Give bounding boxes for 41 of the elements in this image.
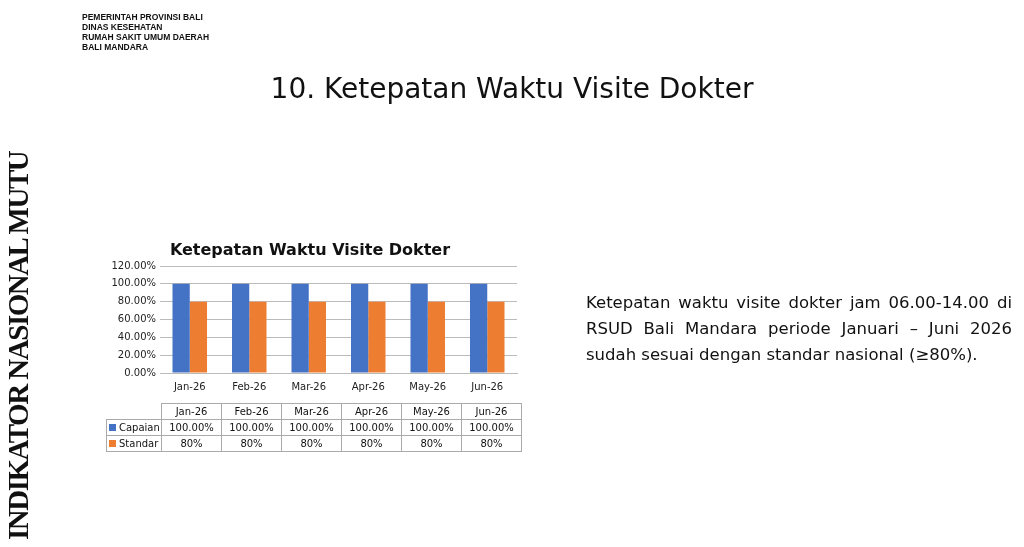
- x-tick-label: Apr-26: [351, 380, 385, 392]
- text: INDIKATOR NASIONAL MUTU: [2, 150, 35, 540]
- x-tick-label: Feb-26: [232, 380, 267, 392]
- data-label: 80%: [161, 435, 222, 452]
- y-tick-label: 0.00%: [124, 366, 156, 378]
- category-label: May-26: [413, 406, 450, 417]
- data-label: 80%: [401, 435, 462, 452]
- data-label: 80%: [341, 435, 402, 452]
- text: BALI MANDARA: [82, 42, 150, 52]
- data-label: 100.00%: [401, 419, 462, 436]
- data-label: 100.00%: [161, 419, 222, 436]
- data-label: 100.00%: [221, 419, 282, 436]
- y-tick-label: 120.00%: [111, 259, 156, 271]
- category-label: Feb-26: [234, 406, 269, 417]
- x-tick-label: Jan-26: [172, 380, 206, 392]
- data-label: 100.00%: [461, 419, 522, 436]
- y-tick-label: 100.00%: [111, 277, 156, 289]
- chart-subtitle: Ketepatan Waktu Visite Dokter: [168, 240, 452, 259]
- data-label: 80%: [461, 435, 522, 452]
- text: DINAS KESEHATAN: [82, 22, 164, 32]
- x-tick-label: Mar-26: [291, 380, 327, 392]
- data-label: 100.00%: [281, 419, 342, 436]
- text: RUMAH SAKIT UMUM DAERAH: [82, 32, 210, 42]
- x-tick-label: May-26: [409, 380, 447, 392]
- data-label: 80%: [221, 435, 282, 452]
- text: PEMERINTAH PROVINSI BALI: [82, 12, 204, 22]
- data-label: 100.00%: [341, 419, 402, 436]
- y-tick-label: 80.00%: [117, 295, 156, 307]
- data-label: 80%: [281, 435, 342, 452]
- legend-label: Capaian: [106, 419, 162, 436]
- x-tick-label: Jun-26: [470, 380, 504, 392]
- category-label: Apr-26: [355, 406, 388, 417]
- chart-title: 10. Ketepatan Waktu Visite Dokter: [269, 72, 755, 105]
- y-tick-label: 20.00%: [117, 348, 156, 360]
- y-tick-label: 40.00%: [117, 330, 156, 342]
- category-label: Mar-26: [294, 406, 329, 417]
- text: Ketepatan waktu visite dokter jam 06.00-14.00 di RSUD Bali Mandara periode Januari – Juni 2026 sudah sesuai dengan standar nasional (≥80%).: [586, 292, 1012, 366]
- category-label: Jan-26: [175, 406, 208, 417]
- y-tick-label: 60.00%: [117, 313, 156, 325]
- category-label: Jun-26: [475, 406, 508, 417]
- legend-label: Standar: [106, 435, 162, 452]
